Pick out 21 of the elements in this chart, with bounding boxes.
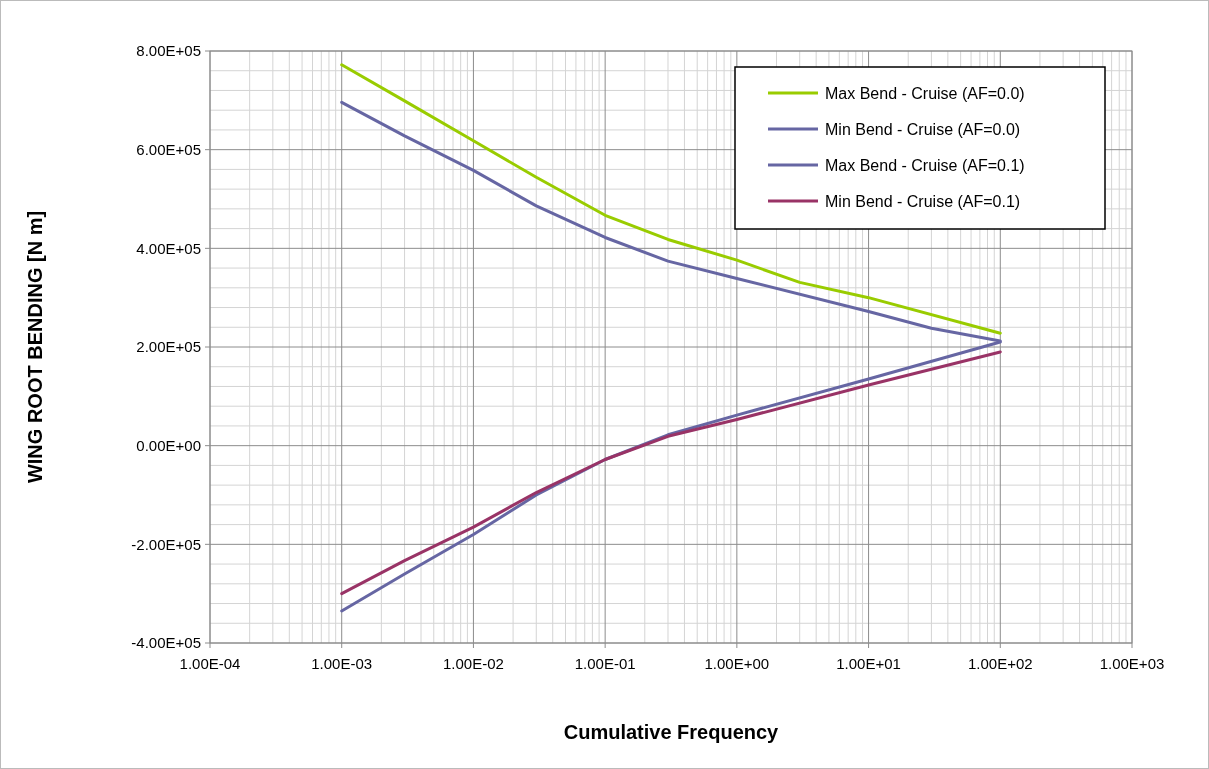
x-tick-label: 1.00E-03 <box>311 655 373 672</box>
x-tick-label: 1.00E-01 <box>574 655 636 672</box>
legend-label: Max Bend - Cruise (AF=0.1) <box>825 156 1025 174</box>
y-tick-label: -4.00E+05 <box>131 634 201 652</box>
y-tick-label: 2.00E+05 <box>136 338 201 356</box>
x-tick-label: 1.00E+03 <box>1099 655 1165 672</box>
y-tick-label: 8.00E+05 <box>136 42 201 60</box>
y-tick-label: 0.00E+00 <box>136 436 201 454</box>
y-tick-label: 4.00E+05 <box>136 239 201 257</box>
x-tick-label: 1.00E+01 <box>836 655 901 672</box>
y-tick-label: 6.00E+05 <box>136 140 201 158</box>
x-tick-label: 1.00E+02 <box>967 655 1033 672</box>
legend-label: Min Bend - Cruise (AF=0.0) <box>825 120 1021 138</box>
x-axis-title: Cumulative Frequency <box>563 721 780 743</box>
y-tick-label: -2.00E+05 <box>131 535 201 553</box>
x-tick-label: 1.00E-02 <box>442 655 504 672</box>
y-axis-title: WING ROOT BENDING [N m] <box>24 210 46 484</box>
x-tick-label: 1.00E-04 <box>179 655 241 672</box>
legend-label: Max Bend - Cruise (AF=0.0) <box>825 84 1025 102</box>
legend-label: Min Bend - Cruise (AF=0.1) <box>825 192 1021 210</box>
x-tick-label: 1.00E+00 <box>704 655 770 672</box>
